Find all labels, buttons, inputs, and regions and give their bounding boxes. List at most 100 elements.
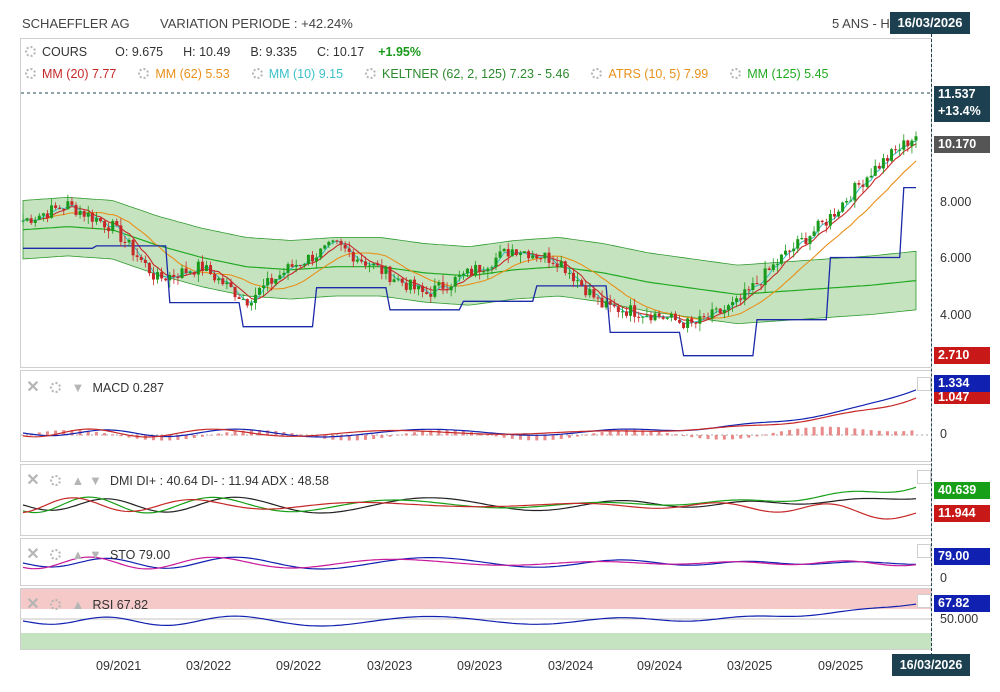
- gear-icon[interactable]: [50, 549, 62, 560]
- mm62-label: MM (62) 5.53: [155, 67, 230, 81]
- candle-body: [298, 264, 302, 266]
- gear-icon[interactable]: [50, 382, 62, 393]
- gear-icon[interactable]: [50, 599, 62, 610]
- candle-body: [29, 218, 33, 223]
- dmi-label: DMI DI+ : 40.64 DI- : 11.94 ADX : 48.58: [109, 474, 329, 488]
- arrow-down-icon[interactable]: ▼: [71, 380, 85, 395]
- sto-d-line: [22, 556, 917, 570]
- candle-body: [392, 279, 396, 283]
- macd-histogram-bar: [837, 427, 841, 436]
- arrow-up-icon[interactable]: ▲: [71, 473, 85, 488]
- macd-histogram-bar: [910, 430, 914, 436]
- candle-body: [567, 272, 571, 274]
- arrow-up-icon[interactable]: ▲: [71, 547, 85, 562]
- arrow-down-icon[interactable]: ▼: [89, 473, 102, 488]
- macd-histogram-bar: [388, 435, 392, 437]
- gear-icon[interactable]: [25, 46, 36, 57]
- gear-icon[interactable]: [25, 68, 36, 79]
- dmi-legend: ✕ ▲ ▼ DMI DI+ : 40.64 DI- : 11.94 ADX : …: [25, 470, 329, 490]
- arrow-up-icon[interactable]: ▲: [71, 597, 85, 612]
- macd-histogram-bar: [502, 435, 506, 438]
- macd-histogram-bar: [649, 430, 653, 436]
- candle-body: [657, 313, 661, 317]
- candle-body: [74, 204, 78, 215]
- macd-histogram-bar: [543, 435, 547, 441]
- candle-body: [364, 261, 368, 266]
- candle-body: [327, 241, 331, 246]
- close-icon[interactable]: ✕: [26, 596, 40, 613]
- x-tick: 09/2022: [276, 659, 322, 673]
- panel-checkbox[interactable]: [917, 594, 931, 608]
- candle-body: [779, 254, 783, 264]
- candle-body: [759, 284, 763, 286]
- period-selector[interactable]: 5 ANS - H: [832, 16, 890, 31]
- candle-body: [890, 149, 894, 161]
- candle-body: [245, 298, 249, 306]
- candle-body: [494, 257, 498, 268]
- candle-body: [527, 251, 531, 259]
- candle-body: [873, 165, 877, 176]
- candle-body: [571, 272, 575, 282]
- candle-body: [266, 278, 270, 286]
- gear-icon[interactable]: [138, 68, 150, 79]
- panel-checkbox[interactable]: [917, 377, 931, 391]
- candle-body: [706, 317, 710, 319]
- gear-icon[interactable]: [50, 475, 62, 486]
- gear-icon[interactable]: [365, 68, 377, 79]
- close-value: C: 10.17: [316, 45, 365, 59]
- period-variation: VARIATION PERIODE : +42.24%: [160, 16, 353, 31]
- candle-body: [910, 140, 914, 147]
- macd-histogram-bar: [894, 431, 898, 436]
- candle-body: [143, 259, 147, 264]
- candle-body: [604, 301, 608, 308]
- candle-body: [282, 272, 286, 276]
- macd-line: [22, 389, 917, 438]
- panel-checkbox[interactable]: [917, 470, 931, 484]
- macd-histogram-bar: [853, 428, 857, 436]
- candle-body: [396, 278, 400, 280]
- candle-body: [355, 259, 359, 262]
- indicator-legend: MM (20) 7.77 MM (62) 5.53 MM (10) 9.15 KELT…: [25, 67, 829, 81]
- close-icon[interactable]: ✕: [26, 379, 40, 396]
- arrow-down-icon[interactable]: ▼: [89, 547, 102, 562]
- gear-icon[interactable]: [591, 68, 603, 79]
- macd-histogram-bar: [94, 431, 98, 436]
- low-price-tag: 2.710: [934, 347, 990, 364]
- candle-body: [127, 239, 131, 243]
- panel-checkbox[interactable]: [917, 544, 931, 558]
- macd-histogram-bar: [86, 430, 90, 436]
- macd-histogram-bar: [421, 431, 425, 436]
- gear-icon[interactable]: [730, 68, 742, 79]
- candle-body: [820, 220, 824, 222]
- macd-histogram-bar: [429, 430, 433, 436]
- x-tick: 09/2021: [96, 659, 142, 673]
- candle-body: [600, 297, 604, 308]
- candle-body: [429, 293, 433, 297]
- macd-chart: [21, 389, 931, 441]
- candle-body: [535, 255, 539, 259]
- candle-body: [824, 221, 828, 226]
- macd-histogram-bar: [45, 431, 49, 436]
- y-tick-4: 4.000: [940, 308, 972, 322]
- macd-histogram-bar: [739, 435, 743, 439]
- candle-body: [470, 268, 474, 276]
- candle-body: [881, 158, 885, 169]
- candle-body: [531, 255, 535, 259]
- atrs-line: [23, 186, 916, 357]
- mm20-line: [22, 143, 917, 324]
- candle-body: [755, 283, 759, 285]
- candle-body: [898, 149, 902, 151]
- candle-body: [665, 317, 669, 319]
- close-icon[interactable]: ✕: [26, 472, 40, 489]
- price-panel: COURS O: 9.675 H: 10.49 B: 9.335 C: 10.17 +1.…: [20, 38, 932, 368]
- candle-body: [653, 313, 657, 321]
- candle-body: [262, 285, 266, 289]
- y-tick-8: 8.000: [940, 195, 972, 209]
- macd-histogram-bar: [70, 430, 74, 436]
- close-icon[interactable]: ✕: [26, 546, 40, 563]
- candle-body: [437, 282, 441, 286]
- y-tick-6: 6.000: [940, 251, 972, 265]
- candle-body: [857, 183, 861, 185]
- gear-icon[interactable]: [251, 68, 263, 79]
- x-tick: 03/2023: [367, 659, 413, 673]
